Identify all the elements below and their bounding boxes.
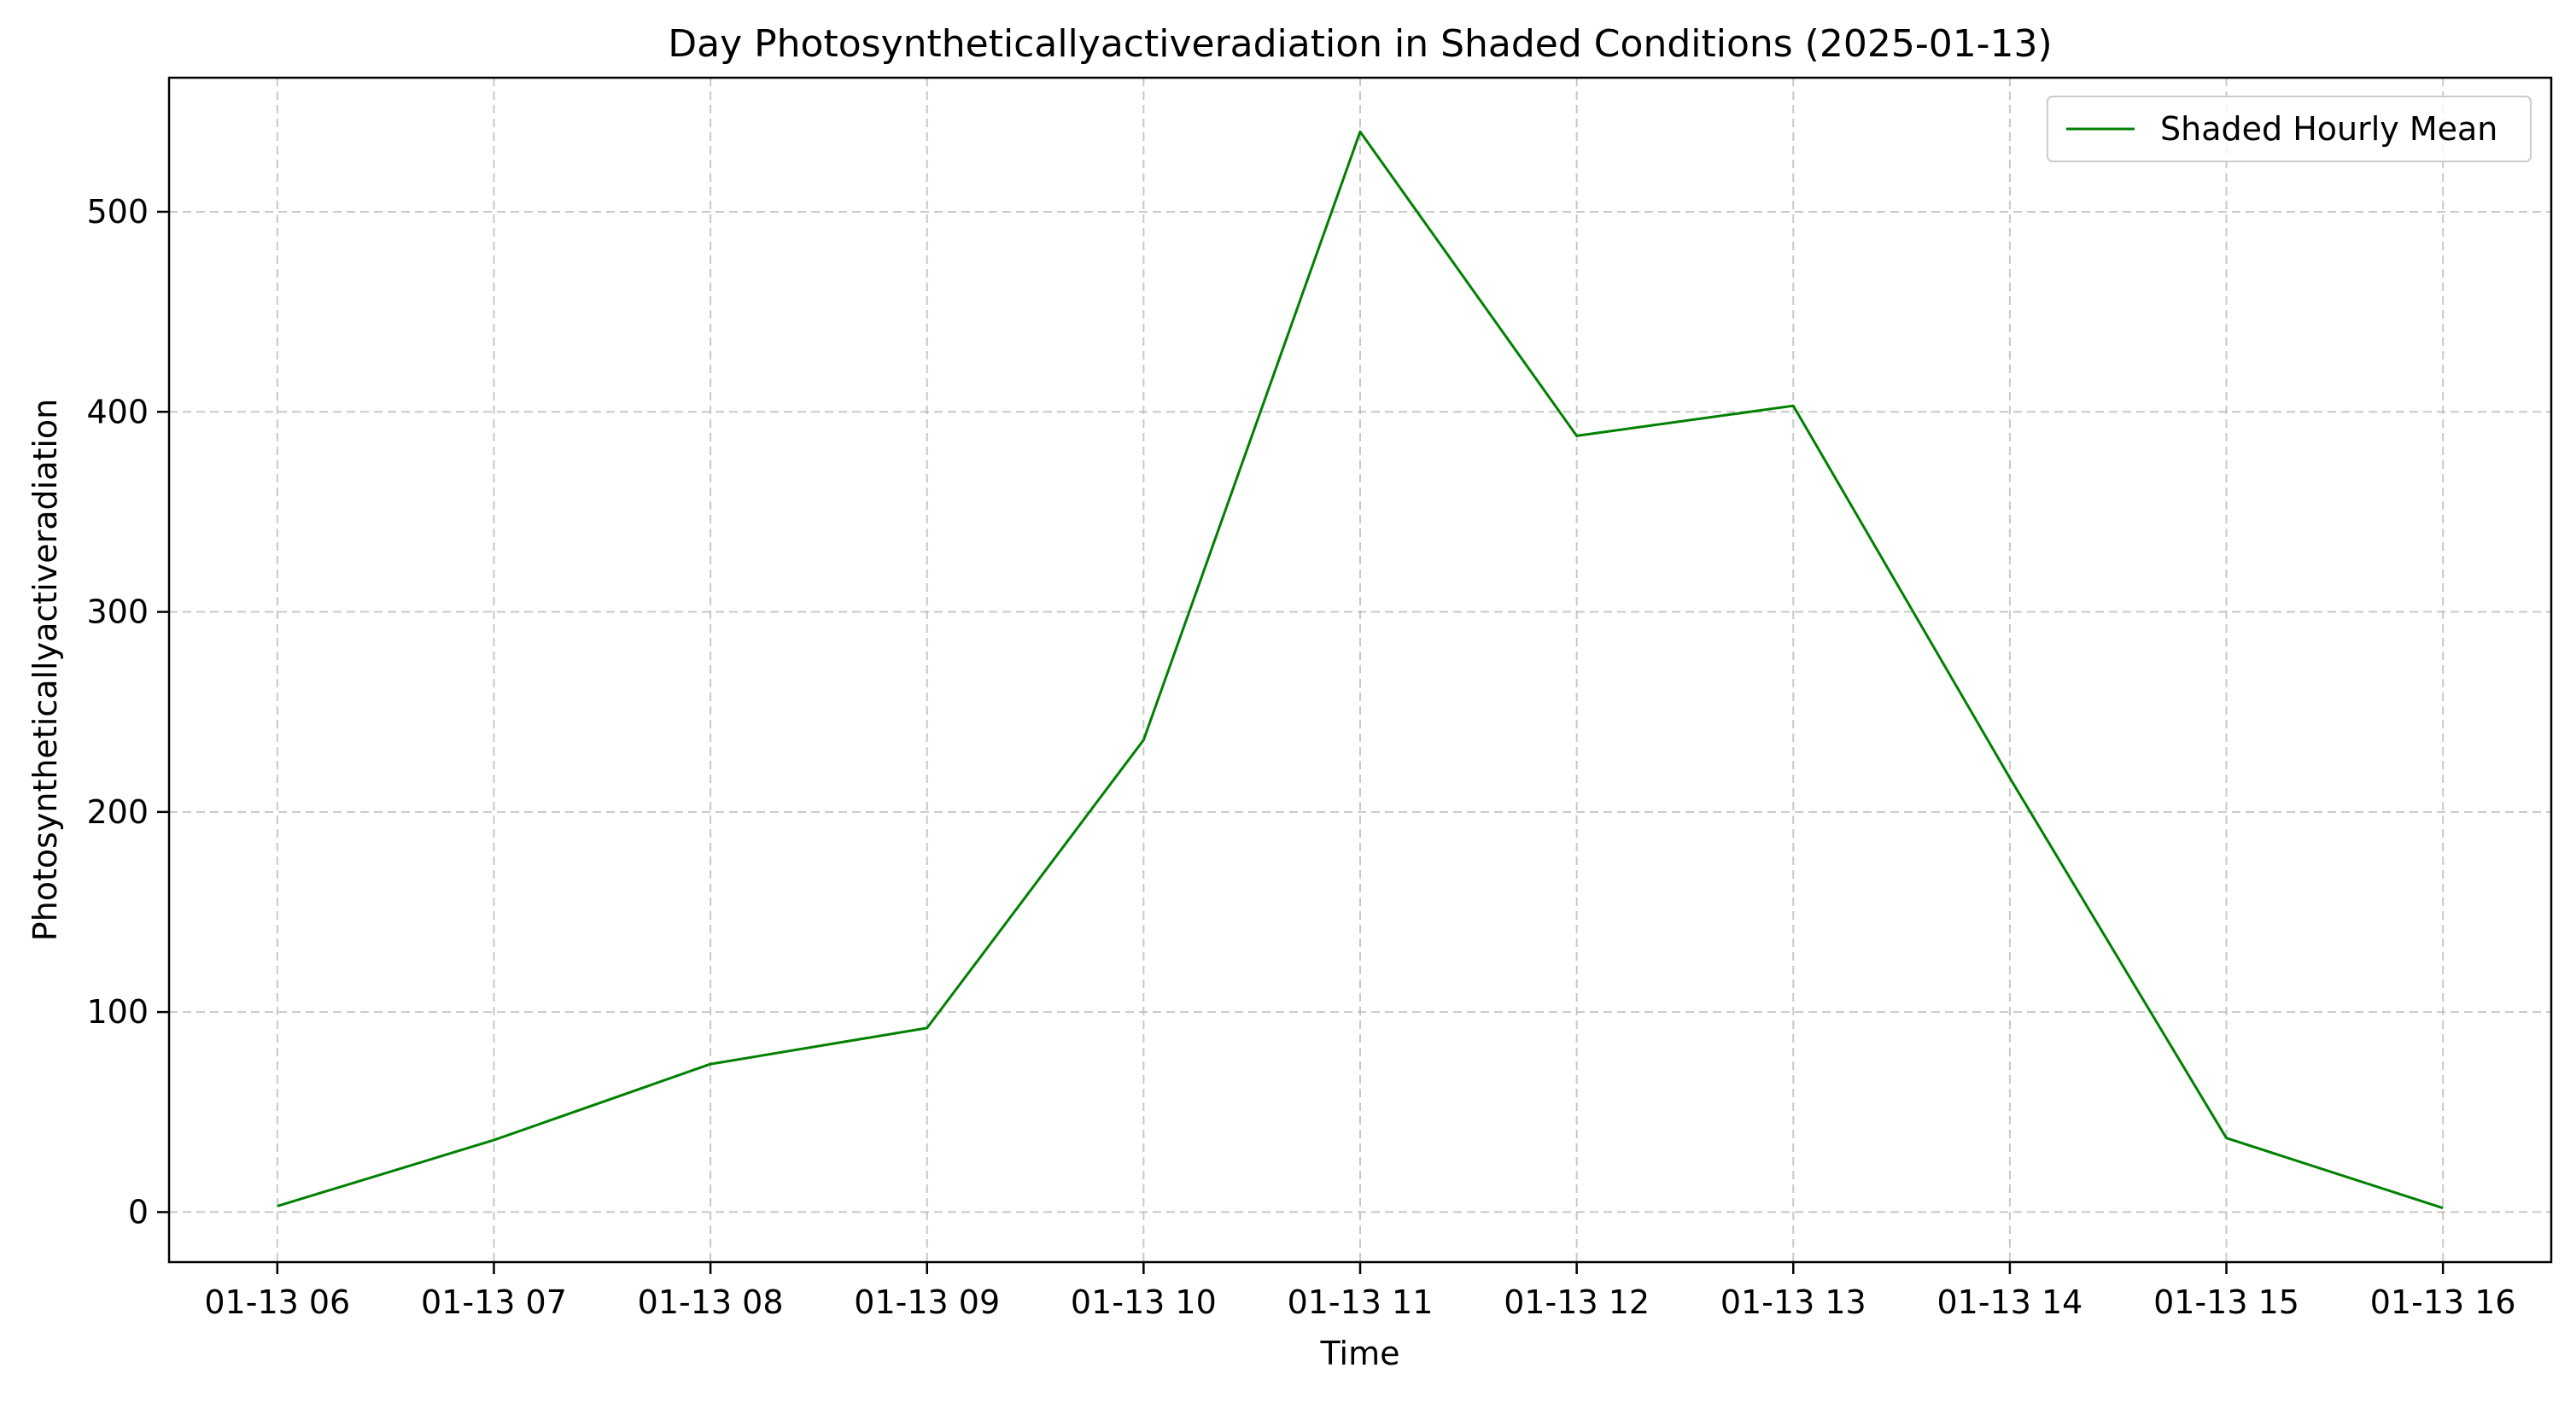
chart-title: Day Photosyntheticallyactiveradiation in… — [668, 22, 2052, 66]
ticks: 01-13 06 01-13 07 01-13 08 01-13 09 01-13 10… — [86, 193, 2515, 1321]
x-tick-label: 01-13 16 — [2370, 1283, 2516, 1321]
y-tick-label: 400 — [86, 393, 149, 430]
x-tick-label: 01-13 07 — [421, 1283, 567, 1321]
legend-box — [2047, 96, 2532, 162]
x-tick-label: 01-13 13 — [1720, 1283, 1866, 1321]
x-tick-label: 01-13 06 — [204, 1283, 350, 1321]
x-tick-label: 01-13 11 — [1288, 1283, 1434, 1321]
series-layer — [277, 130, 2444, 1210]
x-tick-label: 01-13 12 — [1504, 1283, 1650, 1321]
x-axis-label: Time — [1320, 1335, 1400, 1372]
y-axis-label: Photosyntheticallyactiveradiation — [26, 399, 64, 942]
legend-entry-shaded-hourly-mean: Shaded Hourly Mean — [2160, 110, 2497, 148]
x-tick-label: 01-13 10 — [1071, 1283, 1217, 1321]
y-tick-label: 300 — [86, 593, 149, 631]
x-tick-label: 01-13 08 — [638, 1283, 784, 1321]
y-tick-label: 500 — [86, 193, 149, 231]
legend: Shaded Hourly Mean — [2047, 96, 2532, 162]
x-tick-label: 01-13 14 — [1936, 1283, 2082, 1321]
grid — [169, 78, 2551, 1262]
y-tick-label: 100 — [86, 993, 149, 1031]
series-line-shaded-hourly-mean — [277, 130, 2444, 1210]
y-tick-label: 200 — [86, 793, 149, 831]
y-tick-label: 0 — [128, 1193, 149, 1231]
x-tick-label: 01-13 15 — [2153, 1283, 2299, 1321]
x-tick-label: 01-13 09 — [854, 1283, 1000, 1321]
